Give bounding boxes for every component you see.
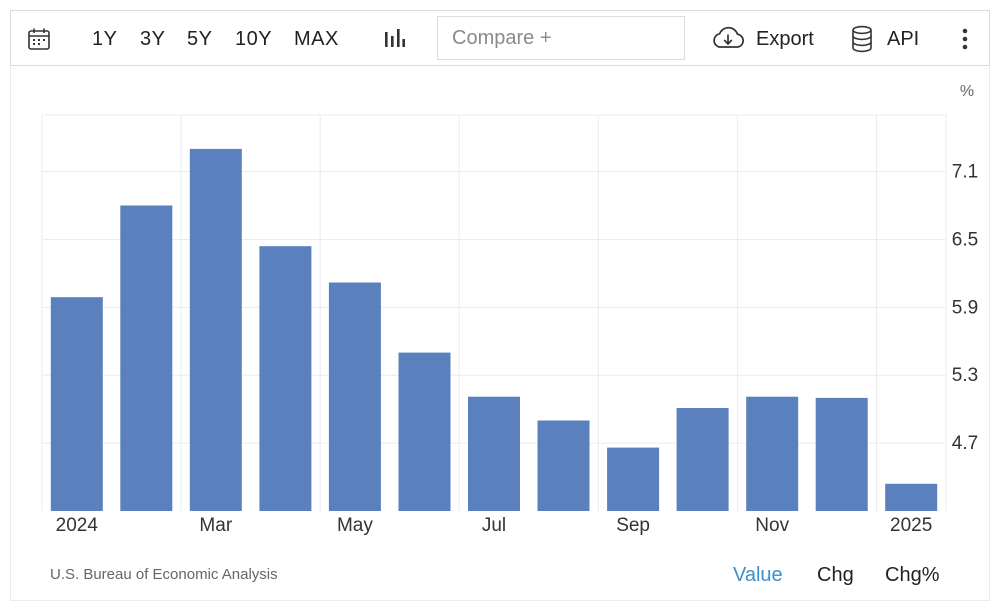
bar-sep-2024[interactable]	[607, 447, 660, 511]
database-icon[interactable]	[851, 25, 873, 53]
bar-jun-2024[interactable]	[398, 352, 451, 511]
y-tick-label: 6.5	[952, 230, 978, 251]
bar-jan-2024[interactable]	[50, 297, 103, 511]
x-tick-label: 2025	[890, 515, 932, 536]
range-10y-button[interactable]: 10Y	[235, 28, 273, 50]
chart-panel	[10, 66, 990, 601]
bar-may-2024[interactable]	[328, 282, 381, 512]
y-tick-label: 5.9	[952, 297, 978, 318]
range-1y-button[interactable]: 1Y	[92, 28, 118, 50]
range-3y-button[interactable]: 3Y	[140, 28, 166, 50]
x-tick-label: May	[337, 515, 373, 536]
bar-chart-icon[interactable]	[383, 27, 405, 49]
y-tick-label: 7.1	[952, 162, 978, 183]
bar-jan-2025[interactable]	[885, 483, 938, 511]
range-max-button[interactable]: MAX	[294, 28, 339, 50]
chart-toolbar: 1Y 3Y 5Y 10Y MAX Export API	[10, 10, 990, 66]
compare-input[interactable]	[437, 16, 685, 60]
calendar-icon[interactable]	[27, 27, 51, 51]
bar-dec-2024[interactable]	[815, 397, 868, 511]
x-tick-label: Jul	[482, 515, 506, 536]
api-button[interactable]: API	[887, 28, 920, 50]
mode-chg-button[interactable]: Chg	[817, 564, 854, 586]
cloud-download-icon[interactable]	[710, 25, 746, 53]
bars	[50, 148, 938, 512]
bar-apr-2024[interactable]	[259, 246, 312, 511]
export-button[interactable]: Export	[756, 28, 814, 50]
bar-feb-2024[interactable]	[120, 205, 173, 512]
x-tick-label: Sep	[616, 515, 650, 536]
bar-aug-2024[interactable]	[537, 420, 590, 512]
bar-nov-2024[interactable]	[746, 396, 799, 511]
y-tick-label: 4.7	[952, 433, 978, 454]
data-source-label: U.S. Bureau of Economic Analysis	[50, 566, 278, 583]
range-5y-button[interactable]: 5Y	[187, 28, 213, 50]
mode-chg-percent-button[interactable]: Chg%	[885, 564, 940, 586]
y-tick-label: 5.3	[952, 365, 978, 386]
x-axis-ticks: 2024 Mar May Jul Sep Nov 2025	[56, 515, 933, 536]
mode-value-button[interactable]: Value	[733, 564, 783, 586]
vertical-ellipsis-icon[interactable]	[961, 28, 969, 50]
x-tick-label: 2024	[56, 515, 99, 536]
x-tick-label: Mar	[199, 515, 232, 536]
bar-mar-2024[interactable]	[189, 148, 242, 511]
y-axis-unit: %	[960, 83, 974, 100]
bar-jul-2024[interactable]	[468, 396, 520, 511]
y-axis-ticks: 4.7 5.3 5.9 6.5 7.1	[952, 162, 978, 455]
bar-oct-2024[interactable]	[676, 408, 729, 511]
x-tick-label: Nov	[755, 515, 789, 536]
